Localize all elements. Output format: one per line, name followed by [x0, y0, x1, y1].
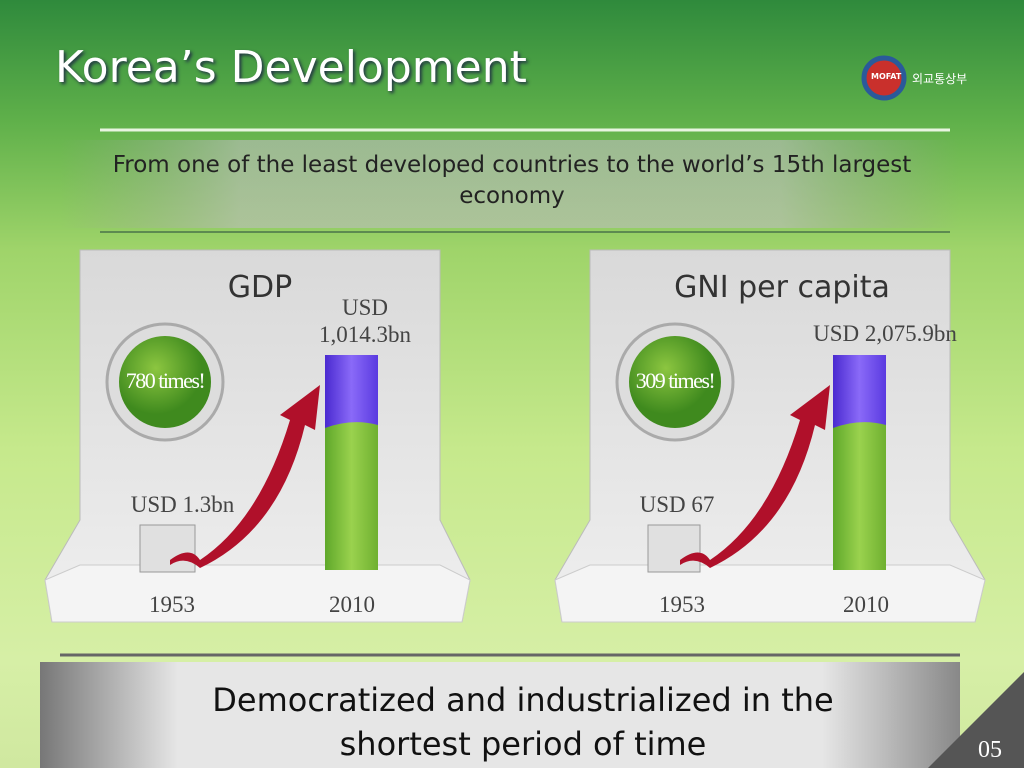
start-year: 1953 [659, 592, 705, 617]
end-label: USD 1,014.3bn [319, 295, 411, 347]
title: Korea’s Development [55, 42, 527, 93]
footer-text: Democratized and industrialized in the s… [212, 681, 834, 763]
panel-title: GDP [227, 270, 293, 305]
start-label: USD 1.3bn [130, 492, 235, 517]
multiplier: 780 times! [125, 368, 206, 393]
start-year: 1953 [149, 592, 195, 617]
end-year: 2010 [843, 592, 889, 617]
subtitle-band [60, 140, 960, 228]
panel [554, 249, 986, 623]
footer-band [40, 662, 960, 768]
end-label: USD 2,075.9bn [813, 321, 957, 346]
end-year: 2010 [329, 592, 375, 617]
panel [44, 249, 471, 623]
page-corner [928, 672, 1024, 768]
logo-emblem [861, 55, 907, 101]
panel-title: GNI per capita [674, 270, 890, 305]
subtitle: From one of the least developed countrie… [112, 152, 912, 209]
multiplier: 309 times! [635, 368, 716, 393]
page-number: 05 [978, 737, 1002, 763]
start-label: USD 67 [639, 492, 715, 517]
logo-name: 외교통상부 [912, 72, 968, 86]
logo-mark: MOFAT [871, 72, 902, 81]
